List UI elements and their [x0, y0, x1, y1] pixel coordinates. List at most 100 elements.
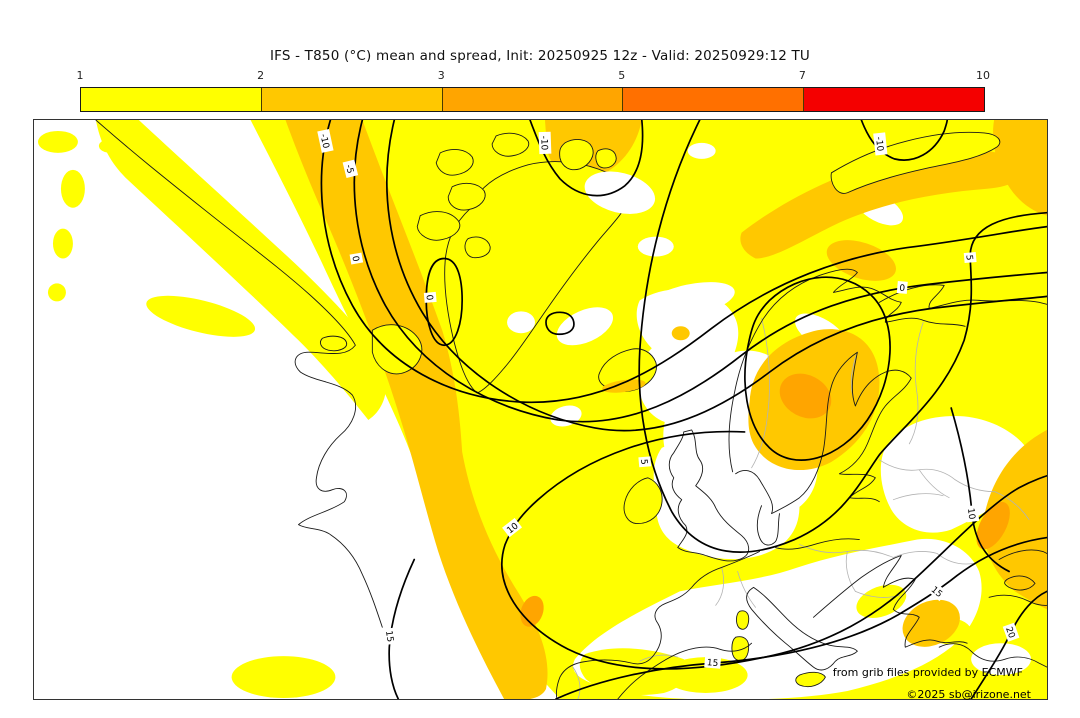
svg-text:-10: -10: [538, 135, 549, 150]
spread-patch: [52, 228, 73, 259]
coastline-sicily: [795, 671, 826, 688]
contour-minus10: [320, 120, 1047, 404]
colorbar-tick-3: 3: [437, 69, 445, 82]
svg-text:10: 10: [965, 508, 977, 521]
contour-label-10: 10: [965, 504, 980, 523]
coastline-west-europe: [555, 551, 761, 699]
spread-fill-mid-balkans: [902, 599, 960, 647]
spread-fill-mid-iceland-south: [602, 379, 646, 393]
spread-fill-high-sweden: [779, 373, 832, 419]
coastline-arctic-island: [435, 148, 474, 176]
coastline-great-britain: [668, 429, 750, 562]
svg-text:-5: -5: [343, 164, 355, 175]
contour-label-0: 0: [896, 281, 908, 294]
contour-label-15: 15: [383, 627, 398, 645]
contour-label-5: 5: [638, 456, 652, 468]
coastline-ireland: [623, 477, 663, 525]
contour-label-0: 0: [423, 291, 437, 303]
coastline-black-sea-south: [988, 594, 1047, 606]
spread-patch: [60, 169, 85, 208]
coastline-arctic-island: [491, 132, 530, 157]
coastline-arctic-island: [447, 182, 486, 211]
spread-fill-mid-right-band: [983, 429, 1047, 610]
low-spread-north-sea-uk: [653, 439, 800, 560]
country-borders: [572, 317, 1030, 699]
spread-patch: [47, 283, 66, 302]
contour-closed-baffin: [425, 257, 464, 347]
coastline-arctic-island: [464, 236, 491, 259]
low-spread-patch: [971, 643, 1032, 676]
contour-label--5: -5: [342, 159, 359, 179]
low-spread-patch: [687, 142, 716, 159]
contour-10: [501, 430, 1047, 670]
svg-text:5: 5: [963, 254, 973, 261]
coastline-arctic-island: [416, 211, 461, 241]
coastline-sardinia: [731, 636, 750, 662]
svg-text:-10: -10: [873, 136, 885, 152]
colorbar-segment-5: [803, 88, 984, 111]
map-panel: -10 -5 0 -10 -10 0 0 5 5 10 10 15 15 15 20 from grib f…: [33, 119, 1048, 701]
contour-label--10: -10: [317, 128, 334, 153]
spread-patch: [37, 130, 78, 153]
colorbar-tick-1: 1: [76, 69, 84, 82]
contour-minus5: [353, 120, 1047, 423]
low-spread-band: [644, 282, 735, 319]
spread-fill-mid-right-top: [993, 120, 1047, 216]
coastline-svalbard-east: [595, 148, 617, 169]
contour-15-west: [388, 558, 416, 699]
mean-contours: [320, 120, 1047, 699]
spread-fill-mid-spot: [671, 326, 690, 341]
svg-text:0: 0: [349, 255, 360, 263]
svg-text:0: 0: [899, 284, 906, 294]
low-spread-patch: [637, 236, 674, 257]
contour-closed-sweden: [744, 276, 891, 461]
spread-patch: [231, 656, 336, 699]
spread-fill-mid-kola: [826, 240, 896, 281]
page-title: IFS - T850 (°C) mean and spread, Init: 2…: [269, 48, 811, 64]
colorbar-tick-2: 2: [257, 69, 265, 82]
coastline-denmark: [756, 505, 780, 546]
coastline-black-sea: [998, 549, 1047, 560]
spread-patch: [146, 295, 256, 337]
attribution-source: from grib files provided by ECMWF: [832, 666, 1023, 679]
contour-closed-small: [545, 311, 575, 336]
colorbar-segment-2: [260, 88, 442, 111]
spread-fill-mid-west-band: [285, 120, 548, 699]
contour-label--10: -10: [538, 131, 552, 155]
greenland-icecap-white: [584, 171, 656, 214]
colorbar-tick-labels: 1 2 3 5 7 10: [76, 69, 991, 85]
colorbar-segment-3: [441, 88, 623, 111]
coastline-novaya-zemlya: [830, 131, 1001, 194]
colorbar-tick-5: 5: [618, 69, 626, 82]
coastline-baltic: [735, 351, 912, 515]
spread-patch: [98, 138, 123, 153]
contour-15-south: [555, 536, 1047, 699]
colorbar-tick-10: 10: [976, 69, 990, 82]
coastline-svalbard: [559, 139, 594, 171]
coastline-labrador: [95, 120, 383, 628]
coastline-norway: [728, 268, 966, 473]
coastline-turkey-aegean: [938, 643, 1047, 668]
spread-fill-mid-barents-band: [740, 148, 1026, 259]
svg-text:15: 15: [383, 630, 395, 643]
spread-colorbar: [80, 87, 985, 112]
coastline-corsica: [736, 610, 750, 630]
contour-zero: [386, 120, 1047, 432]
contour-label--10: -10: [873, 132, 888, 156]
greenland-icecap-white: [507, 311, 536, 334]
spread-fill-high-right: [976, 501, 1010, 550]
colorbar-segment-1: [81, 88, 261, 111]
svg-text:-10: -10: [318, 133, 331, 150]
coastline-baltic-south: [775, 538, 860, 550]
svg-text:5: 5: [638, 459, 648, 466]
svg-text:15: 15: [706, 658, 718, 669]
contour-5: [638, 120, 1047, 553]
attribution-copyright: ©2025 sb@irizone.net: [906, 688, 1031, 701]
colorbar-tick-7: 7: [798, 69, 806, 82]
coastline-crimea: [1004, 575, 1036, 591]
contour-label-20: 20: [1002, 622, 1020, 642]
svg-text:0: 0: [423, 294, 433, 301]
